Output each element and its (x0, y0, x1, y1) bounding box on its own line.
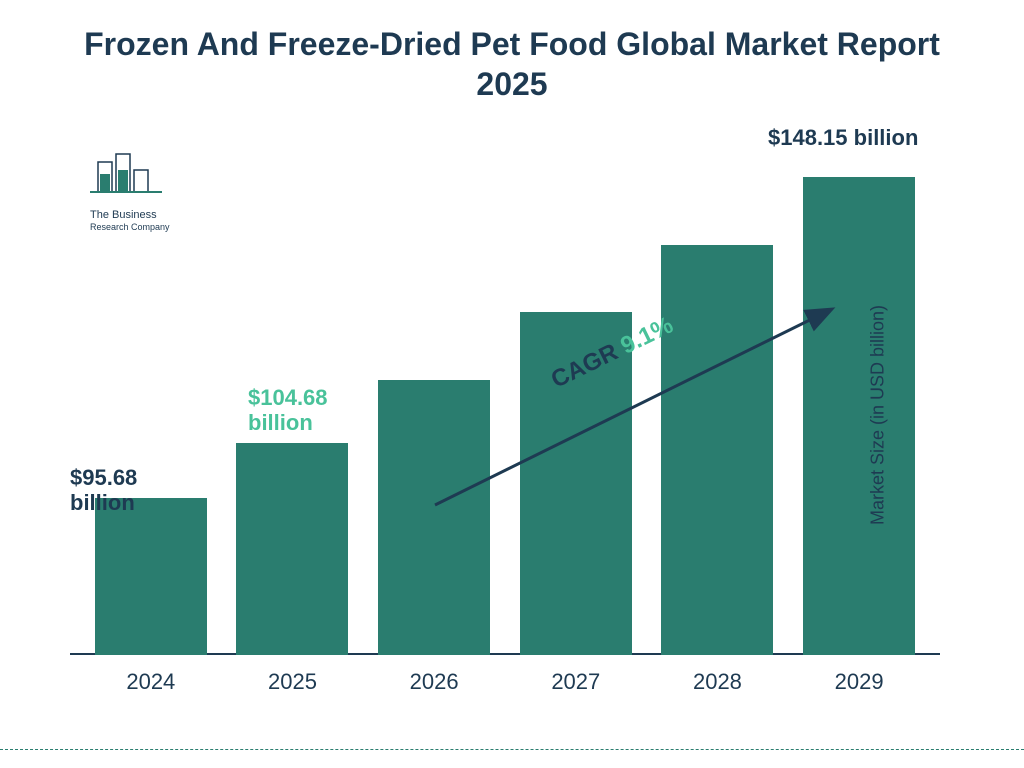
x-label-2029: 2029 (794, 661, 924, 695)
value-label-0: $95.68billion (70, 465, 137, 516)
x-axis-labels: 2024 2025 2026 2027 2028 2029 (70, 661, 940, 695)
value-label-2: $148.15 billion (768, 125, 918, 150)
bar-2029 (803, 177, 915, 655)
chart-title: Frozen And Freeze-Dried Pet Food Global … (0, 0, 1024, 114)
bar-2028 (661, 245, 773, 655)
bar-2024 (95, 498, 207, 655)
x-label-2027: 2027 (511, 661, 641, 695)
x-label-2026: 2026 (369, 661, 499, 695)
x-label-2025: 2025 (227, 661, 357, 695)
bottom-dashed-line (0, 749, 1024, 750)
bar-2026 (378, 380, 490, 655)
value-label-1: $104.68billion (248, 385, 328, 436)
bar-chart: 2024 2025 2026 2027 2028 2029 Market Size (in… (70, 135, 940, 695)
x-label-2024: 2024 (86, 661, 216, 695)
x-label-2028: 2028 (652, 661, 782, 695)
y-axis-label: Market Size (in USD billion) (867, 305, 888, 525)
bars-container (70, 135, 940, 655)
bar-2025 (236, 443, 348, 655)
